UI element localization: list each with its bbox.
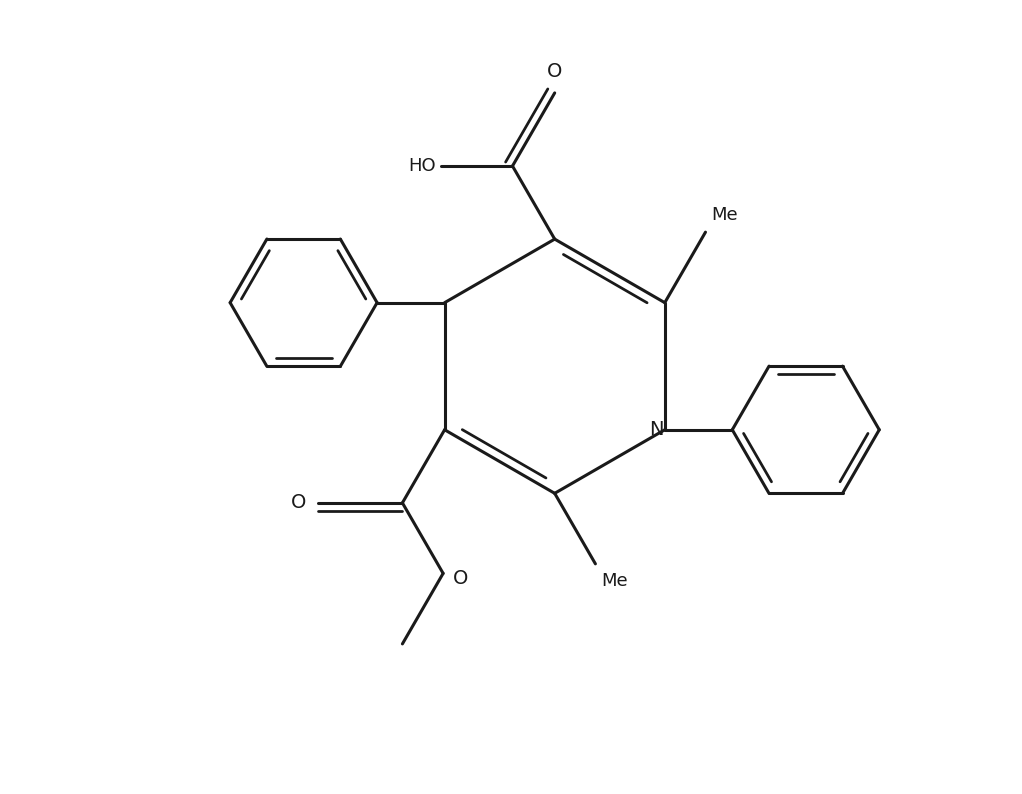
Text: O: O <box>453 569 468 588</box>
Text: Me: Me <box>601 572 628 590</box>
Text: N: N <box>650 420 664 439</box>
Text: Me: Me <box>711 206 738 224</box>
Text: HO: HO <box>409 157 436 175</box>
Text: O: O <box>290 493 307 512</box>
Text: O: O <box>547 62 562 81</box>
